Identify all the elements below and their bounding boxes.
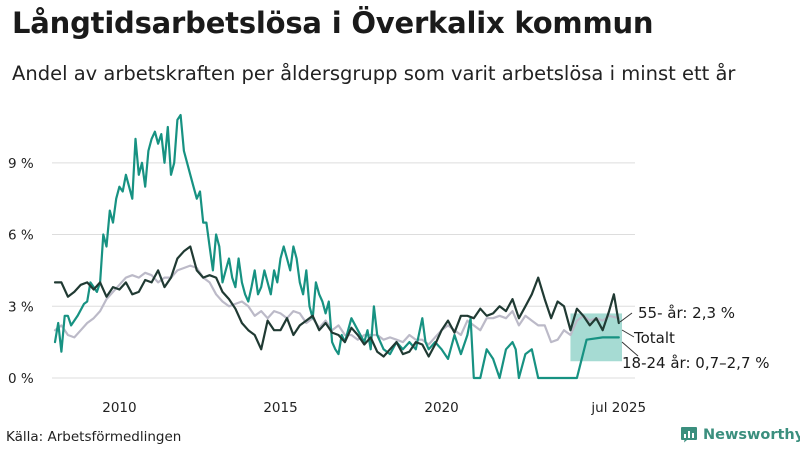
x-tick-label: jul 2025 xyxy=(590,400,646,416)
end-label-total: Totalt xyxy=(633,329,675,347)
brand-name: Newsworthy xyxy=(703,426,800,443)
chart-title: Långtidsarbetslösa i Överkalix kommun xyxy=(12,6,654,40)
label-leader-older xyxy=(619,312,633,323)
series-layer xyxy=(53,113,620,380)
axis-ticks: 0 % 3 % 6 % 9 % 2010 2015 2020 jul 2025 xyxy=(8,156,646,416)
end-label-older: 55- år: 2,3 % xyxy=(638,304,735,322)
label-leader-youth xyxy=(621,341,639,357)
y-tick-label: 9 % xyxy=(8,156,34,172)
chart-subtitle: Andel av arbetskraften per åldersgrupp s… xyxy=(12,62,736,85)
end-label-youth: 18-24 år: 0,7–2,7 % xyxy=(622,354,770,372)
series-line-55 xyxy=(53,245,620,358)
x-tick-label: 2015 xyxy=(263,400,297,416)
bar-chart-icon xyxy=(681,427,697,443)
label-leader-total xyxy=(621,329,635,338)
brand-logo: Newsworthy xyxy=(680,426,800,443)
series-line-total xyxy=(53,264,620,346)
x-tick-label: 2020 xyxy=(424,400,458,416)
y-tick-label: 0 % xyxy=(8,371,34,387)
x-tick-label: 2010 xyxy=(102,400,136,416)
y-tick-label: 6 % xyxy=(8,228,34,244)
source-note: Källa: Arbetsförmedlingen xyxy=(6,429,182,445)
y-tick-label: 3 % xyxy=(8,299,34,315)
end-labels: 55- år: 2,3 % Totalt 18-24 år: 0,7–2,7 % xyxy=(619,304,770,372)
series-line-18-24 xyxy=(53,113,620,380)
grid-lines xyxy=(52,162,635,379)
